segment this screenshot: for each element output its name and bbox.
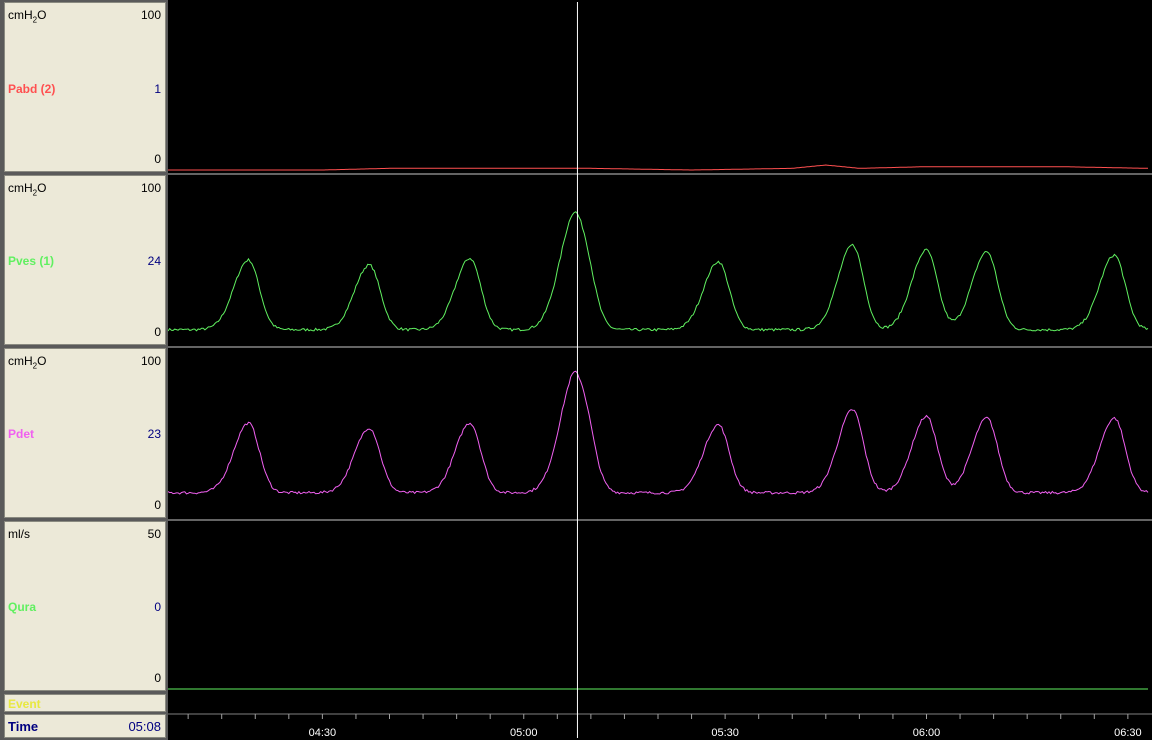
scale-max: 100 — [140, 181, 161, 195]
trace-plot[interactable]: 04:30 05:00 05:30 06:00 06:30 — [168, 0, 1152, 740]
time-tick-label: 05:30 — [711, 727, 739, 739]
time-tick-label: 04:30 — [309, 727, 337, 739]
scale-min: 0 — [154, 498, 161, 512]
channel-name: Pabd (2) — [8, 82, 56, 96]
scale-min: 0 — [154, 671, 161, 685]
channel-panel-pves[interactable]: cmH2O 100 Pves (1) 24 0 — [4, 175, 166, 345]
channel-panel-pabd[interactable]: cmH2O 100 Pabd (2) 1 0 — [4, 2, 166, 172]
scale-min: 0 — [154, 325, 161, 339]
channel-panel-qura[interactable]: ml/s 50 Qura 0 0 — [4, 521, 166, 691]
channel-name: Event — [8, 697, 41, 711]
unit-label: cmH2O — [8, 354, 47, 371]
channel-value: 23 — [147, 427, 161, 441]
time-tick-label: 06:00 — [913, 727, 941, 739]
time-panel: Time 05:08 — [4, 714, 166, 738]
unit-label: cmH2O — [8, 181, 47, 198]
channel-value: 24 — [147, 254, 161, 268]
unit-label: ml/s — [8, 527, 30, 541]
pdet-trace — [168, 370, 1149, 495]
scale-max: 100 — [140, 354, 161, 368]
channel-value: 1 — [154, 82, 161, 96]
channel-name: Pdet — [8, 427, 35, 441]
scale-max: 50 — [147, 527, 161, 541]
channel-sidebar: cmH2O 100 Pabd (2) 1 0 cmH2O 100 Pves (1… — [0, 0, 168, 740]
channel-name: Pves (1) — [8, 254, 55, 268]
time-tick-label: 05:00 — [510, 727, 538, 739]
time-value: 05:08 — [128, 719, 161, 734]
channel-name: Qura — [8, 600, 37, 614]
time-tick-label: 06:30 — [1114, 727, 1142, 739]
channel-value: 0 — [154, 600, 161, 614]
scale-max: 100 — [140, 8, 161, 22]
scale-min: 0 — [154, 152, 161, 166]
channel-panel-pdet[interactable]: cmH2O 100 Pdet 23 0 — [4, 348, 166, 518]
pabd-trace — [168, 164, 1148, 171]
time-label: Time — [8, 719, 39, 734]
unit-label: cmH2O — [8, 8, 47, 25]
pves-trace — [168, 211, 1149, 332]
channel-panel-event[interactable]: Event — [4, 694, 166, 712]
